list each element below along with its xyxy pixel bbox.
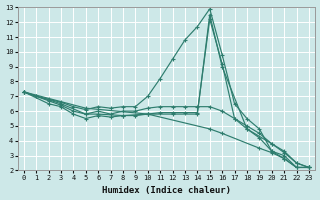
X-axis label: Humidex (Indice chaleur): Humidex (Indice chaleur) bbox=[102, 186, 231, 195]
